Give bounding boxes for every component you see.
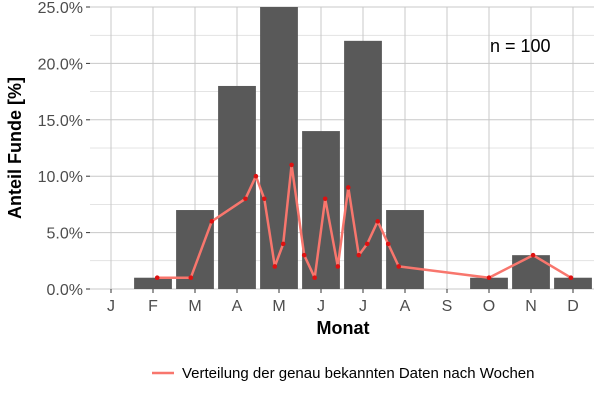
series-point (346, 185, 351, 190)
weekly-line-series (154, 162, 574, 281)
bar (134, 277, 172, 289)
x-tick-label: J (107, 298, 115, 315)
series-point (280, 241, 286, 247)
series-point (209, 219, 215, 224)
y-axis-title: Anteil Funde [%] (5, 77, 25, 219)
series-line (157, 163, 572, 279)
bar (554, 277, 592, 289)
x-tick-label: J (359, 298, 367, 315)
bar (512, 255, 550, 289)
series-point (253, 173, 259, 179)
series-point (375, 219, 381, 224)
x-tick-label: M (272, 298, 285, 315)
x-tick-label: J (317, 298, 325, 315)
series-point (301, 252, 307, 258)
x-tick-label: O (483, 298, 495, 315)
series-point (188, 275, 194, 281)
series-point (486, 275, 492, 281)
bar (386, 210, 424, 289)
x-tick-label: N (525, 298, 537, 315)
series-point (568, 275, 574, 281)
y-tick-label: 25.0% (38, 0, 83, 17)
x-tick-label: D (567, 298, 579, 315)
x-tick-label: F (148, 298, 158, 315)
y-tick-label: 15.0% (38, 113, 83, 130)
series-point (385, 241, 391, 247)
series-point (335, 264, 341, 269)
y-tick-label: 10.0% (38, 169, 83, 186)
axes: 0.0% 5.0% 10.0% 15.0% 20.0% 25.0% J F M A M J J A S O N D (38, 0, 579, 315)
bar (344, 40, 382, 290)
series-point (262, 196, 267, 202)
bar (470, 277, 508, 289)
bar (260, 7, 298, 289)
y-tick-label: 20.0% (38, 56, 83, 73)
x-tick-label: M (188, 298, 201, 315)
series-point (356, 252, 362, 258)
sample-size-annotation: n = 100 (490, 36, 551, 56)
x-tick-label: A (400, 298, 411, 315)
bar (176, 210, 214, 289)
series-point (322, 196, 328, 202)
series-point (312, 275, 318, 281)
legend: Verteilung der genau bekannten Daten nac… (152, 365, 535, 382)
y-tick-label: 5.0% (47, 226, 83, 243)
series-point (530, 252, 536, 258)
series-point (243, 196, 248, 202)
series-point (289, 162, 294, 168)
x-axis-title: Monat (317, 318, 370, 338)
y-tick-label: 0.0% (47, 282, 83, 299)
series-point (154, 275, 160, 281)
x-tick-label: A (232, 298, 243, 315)
series-point (364, 241, 370, 247)
series-point (272, 264, 278, 269)
series-point (396, 264, 402, 269)
legend-label: Verteilung der genau bekannten Daten nac… (182, 365, 535, 382)
x-tick-label: S (442, 298, 453, 315)
